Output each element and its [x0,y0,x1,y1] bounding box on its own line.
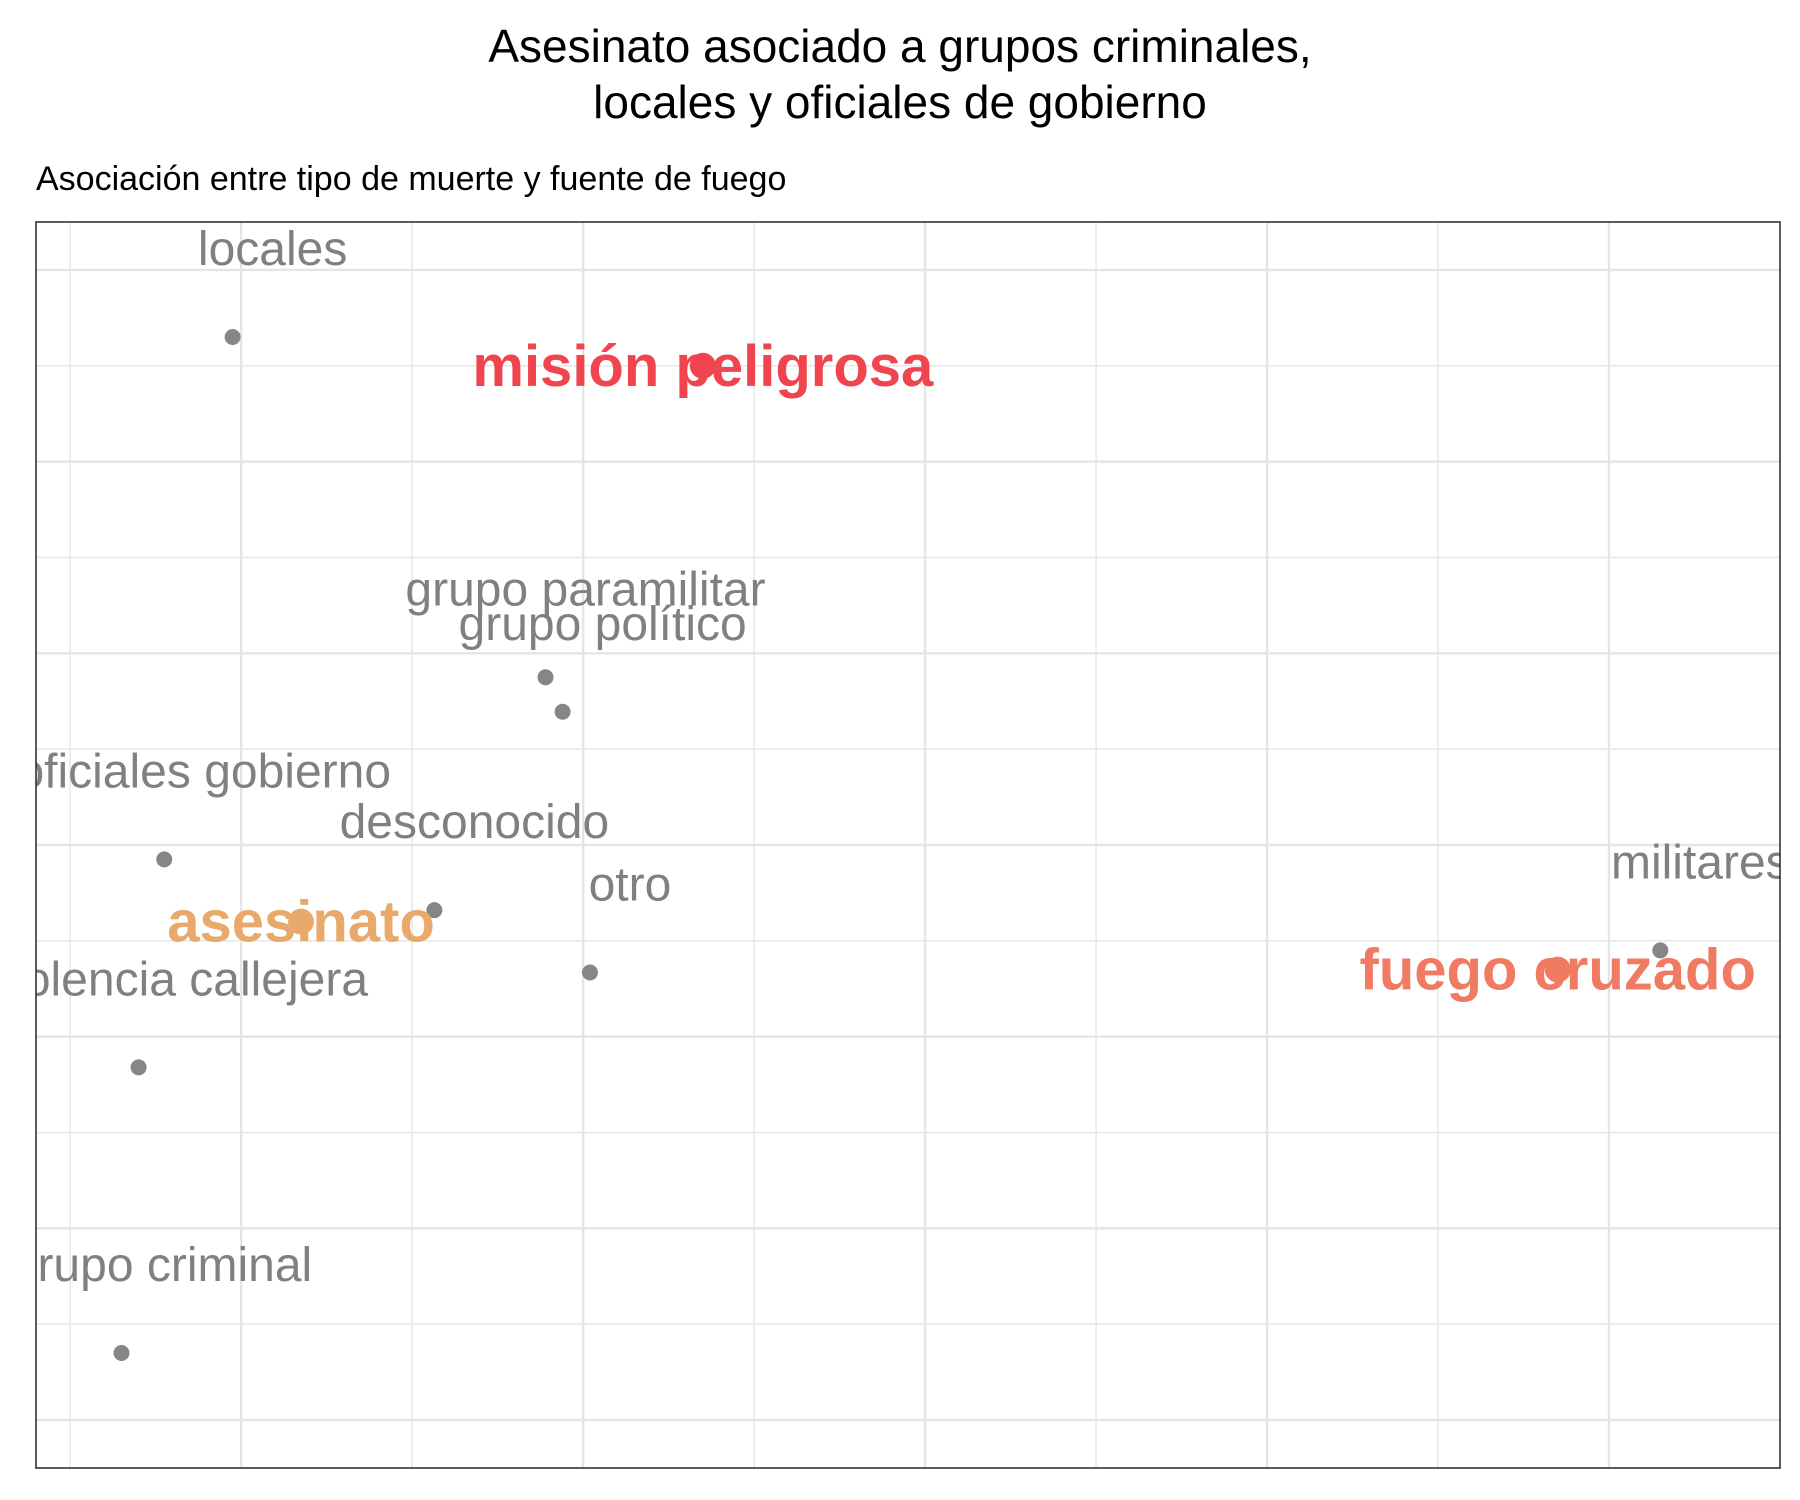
data-label: oficiales gobierno [17,745,391,798]
data-label: grupo político [459,598,747,651]
chart-title-line-1: Asesinato asociado a grupos criminales, [488,20,1312,72]
chart-title: Asesinato asociado a grupos criminales, … [0,18,1800,130]
data-point [1652,942,1669,959]
data-point [581,964,598,981]
data-point [224,329,241,346]
data-point [156,851,173,868]
data-label-highlight: misión peligrosa [472,334,934,399]
data-point [426,902,443,919]
plot-panel-border [35,221,1781,1469]
data-point [130,1059,147,1076]
data-label: grupo paramilitar [405,563,765,616]
data-point [537,669,554,686]
data-points [113,329,1669,1361]
data-label: militares [1611,836,1790,889]
data-label: desconocido [340,796,610,849]
data-point-highlight [1544,956,1571,983]
chart-subtitle: Asociación entre tipo de muerte y fuente… [36,160,787,198]
data-point-highlight [288,908,315,935]
data-label-highlight: fuego cruzado [1360,938,1756,1003]
data-label-highlight: asesinato [167,890,435,955]
data-point [554,703,571,720]
data-label: violencia callejera [0,953,368,1006]
grid-lines [36,222,1780,1468]
data-point [113,1344,130,1361]
data-point-highlight [689,352,716,379]
chart-title-line-2: locales y oficiales de gobierno [593,76,1207,128]
data-label: grupo criminal [11,1239,312,1292]
data-label: otro [589,858,672,911]
data-label: locales [198,223,347,276]
